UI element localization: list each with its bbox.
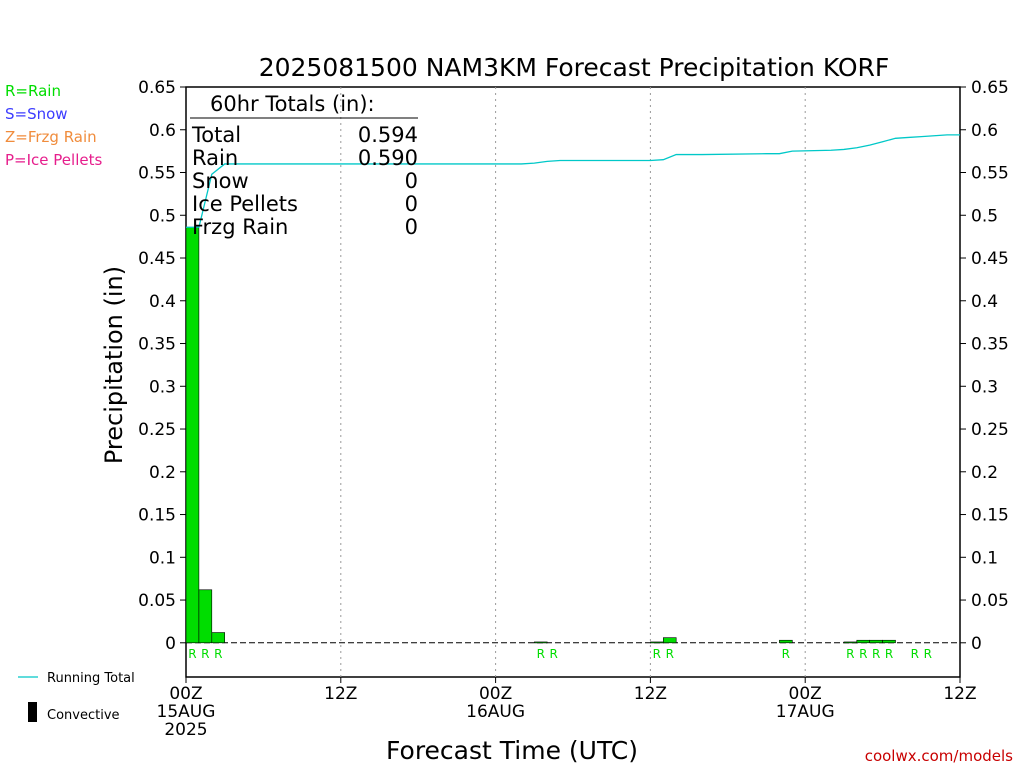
ptype-label: R [653,647,661,661]
ptype-label: R [911,647,919,661]
rain-bar [211,632,226,644]
y-tick-label: 0.15 [138,506,176,526]
y-tick-label: 0.35 [138,335,176,355]
credit-text: coolwx.com/models [865,747,1013,765]
y-tick-label: 0.55 [138,164,176,184]
y-tick-label: 0.5 [149,206,176,226]
rain-bar [185,226,200,644]
totals-box: 60hr Totals (in): Total 0.594 Rain 0.590 Sno… [190,92,418,239]
ptype-legend-item: S=Snow [5,105,68,123]
x-tick-label: 2025 [164,720,207,740]
y-tick-label: 0.6 [149,121,176,141]
running-total-legend-label: Running Total [47,671,135,686]
ptype-label: R [872,647,880,661]
y-tick-label: 0.25 [138,420,176,440]
ptype-label: R [859,647,867,661]
y-tick-label: 0.3 [149,377,176,397]
y-tick-label-right: 0.15 [971,506,1009,526]
y-tick-label: 0.45 [138,249,176,269]
ptype-label: R [782,647,790,661]
convective-legend-label: Convective [47,708,120,723]
y-tick-label-right: 0.6 [971,121,998,141]
ptype-legend-item: P=Ice Pellets [5,151,102,169]
y-tick-label-right: 0 [971,634,982,654]
rain-bar [843,641,858,644]
chart-title: 2025081500 NAM3KM Forecast Precipitation… [259,53,890,82]
rain-bar [533,641,548,644]
y-tick-label: 0.05 [138,591,176,611]
totals-row-value: 0.590 [358,146,418,170]
y-tick-label-right: 0.4 [971,292,998,312]
x-axis-label: Forecast Time (UTC) [386,736,638,765]
y-tick-label: 0.2 [149,463,176,483]
totals-row-label: Ice Pellets [192,192,298,216]
totals-header: 60hr Totals (in): [210,92,375,116]
y-tick-label-right: 0.65 [971,78,1009,98]
x-tick-label: 00Z [479,684,512,704]
ptype-legend: R=Rain S=Snow Z=Frzg Rain P=Ice Pellets [5,82,102,169]
totals-row-label: Total [191,123,241,147]
x-tick-label: 12Z [634,684,667,704]
y-tick-label: 0.1 [149,548,176,568]
y-tick-label: 0 [165,634,176,654]
totals-row-value: 0 [405,192,418,216]
x-tick-label: 12Z [324,684,357,704]
running-total-line [186,134,960,228]
totals-row-value: 0 [405,169,418,193]
ptype-legend-item: R=Rain [5,82,61,100]
ptype-label: R [201,647,209,661]
totals-row-label: Snow [192,169,249,193]
y-tick-label-right: 0.3 [971,377,998,397]
totals-row-label: Frzg Rain [192,215,288,239]
plot-frame [185,86,961,678]
rain-bar [779,639,793,644]
y-tick-label: 0.65 [138,78,176,98]
ptype-label: R [214,647,222,661]
y-tick-label-right: 0.35 [971,335,1009,355]
y-tick-label: 0.4 [149,292,176,312]
rain-bar [869,639,883,644]
x-tick-label: 15AUG [157,702,216,722]
totals-row-label: Rain [192,146,238,170]
convective-swatch [28,702,37,722]
y-tick-label-right: 0.25 [971,420,1009,440]
vertical-gridlines [340,87,806,677]
rain-bar [856,639,870,644]
rain-bar [882,639,896,644]
x-tick-label: 00Z [169,684,202,704]
ptype-label: R [666,647,674,661]
rain-bar [662,637,677,644]
rain-bar [198,589,213,644]
ptype-label: R [537,647,545,661]
y-tick-label-right: 0.05 [971,591,1009,611]
y-tick-label-right: 0.1 [971,548,998,568]
rain-bars [185,226,896,644]
y-tick-label-right: 0.5 [971,206,998,226]
x-tick-label: 00Z [789,684,822,704]
ptype-legend-item: Z=Frzg Rain [5,128,97,146]
x-tick-label: 12Z [943,684,976,704]
x-tick-label: 17AUG [776,702,835,722]
totals-row-value: 0.594 [358,123,418,147]
y-axis-label: Precipitation (in) [100,266,128,464]
ptype-label: R [885,647,893,661]
x-tick-label: 16AUG [466,702,525,722]
ptype-label: R [846,647,854,661]
rain-bar [650,641,664,644]
ptype-label: R [549,647,557,661]
series-legend: Running Total Convective [18,671,135,723]
y-tick-label-right: 0.55 [971,164,1009,184]
ptype-label: R [188,647,196,661]
y-axis-left: 0 0.05 0.1 0.15 0.2 0.25 0.3 0.35 0.4 0.45 0.5 0.55… [138,78,186,654]
y-axis-right: 0 0.05 0.1 0.15 0.2 0.25 0.3 0.35 0.4 0.45 0.5 0.55… [960,78,1009,654]
y-tick-label-right: 0.2 [971,463,998,483]
totals-row-value: 0 [405,215,418,239]
ptype-label: R [924,647,932,661]
y-tick-label-right: 0.45 [971,249,1009,269]
